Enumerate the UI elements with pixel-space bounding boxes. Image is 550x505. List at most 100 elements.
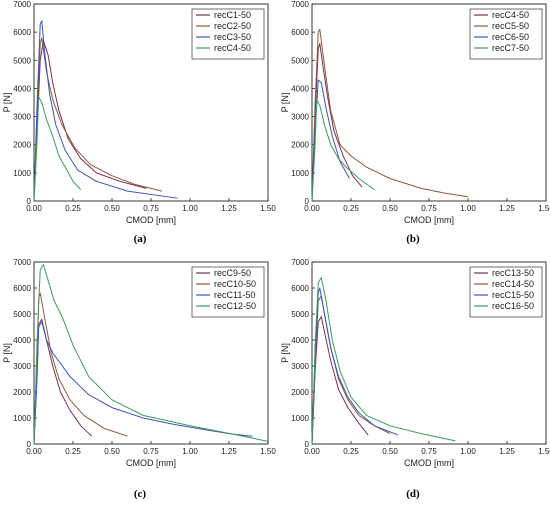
- x-tick-label: 0.50: [382, 447, 398, 456]
- y-tick-label: 3000: [291, 113, 309, 122]
- y-tick-label: 4000: [291, 84, 309, 93]
- legend-entry: recC12-50: [214, 301, 256, 311]
- y-tick-label: 1000: [13, 169, 31, 178]
- legend-entry: recC15-50: [492, 290, 534, 300]
- y-tick-label: 1000: [291, 169, 309, 178]
- x-tick-label: 0.75: [143, 447, 159, 456]
- legend-entry: recC13-50: [492, 268, 534, 278]
- x-tick-label: 0.25: [65, 204, 81, 213]
- legend-entry: recC1-50: [214, 10, 251, 20]
- series-line-recC13-50: [311, 316, 369, 445]
- chart-panel-a: 0 1000 2000 3000 4000 5000 6000 7000 0.00 0.25 0.5…: [2, 0, 276, 225]
- legend-box: [191, 8, 265, 60]
- y-tick-label: 6000: [13, 284, 31, 293]
- y-tick-label: 0: [27, 440, 32, 449]
- legend-box: [469, 8, 543, 60]
- x-tick-label: 0.00: [304, 447, 320, 456]
- series-line-recC5-50: [311, 28, 469, 202]
- y-tick-label: 5000: [291, 56, 309, 65]
- y-tick-label: 7000: [291, 0, 309, 9]
- chart-panel-d: 0 1000 2000 3000 4000 5000 6000 7000 0.00 0.25 0.5…: [280, 258, 550, 468]
- y-tick-label: 3000: [291, 362, 309, 371]
- y-tick-label: 2000: [291, 141, 309, 150]
- y-axis-label: P [N]: [2, 93, 12, 113]
- legend-entry: recC2-50: [214, 21, 251, 31]
- y-tick-label: 3000: [13, 113, 31, 122]
- series-line-recC11-50: [33, 321, 253, 445]
- legend-entry: recC14-50: [492, 279, 534, 289]
- y-tick-label: 2000: [13, 388, 31, 397]
- series-line-recC12-50: [33, 264, 269, 445]
- y-axis-label: P [N]: [280, 93, 290, 113]
- y-tick-label: 7000: [13, 0, 31, 9]
- y-tick-label: 1000: [291, 414, 309, 423]
- x-tick-label: 0.25: [65, 447, 81, 456]
- x-tick-label: 1.25: [221, 447, 237, 456]
- y-tick-label: 5000: [291, 310, 309, 319]
- x-tick-label: 0.75: [421, 447, 437, 456]
- x-tick-label: 1.25: [221, 204, 237, 213]
- x-tick-label: 0.00: [26, 204, 42, 213]
- x-tick-label: 0.50: [104, 447, 120, 456]
- x-tick-label: 1.00: [460, 447, 476, 456]
- y-tick-label: 0: [305, 440, 310, 449]
- series-line-recC3-50: [33, 20, 178, 202]
- y-tick-label: 4000: [13, 336, 31, 345]
- panel-caption: (a): [134, 233, 147, 245]
- legend-entry: recC7-50: [492, 43, 529, 53]
- x-axis-label: CMOD [mm]: [404, 458, 454, 468]
- y-tick-label: 4000: [13, 84, 31, 93]
- legend-entry: recC9-50: [214, 268, 251, 278]
- y-tick-label: 4000: [291, 336, 309, 345]
- y-tick-label: 5000: [13, 56, 31, 65]
- panel-caption: (c): [134, 488, 147, 500]
- y-tick-label: 0: [27, 197, 32, 206]
- x-tick-label: 1.50: [260, 204, 276, 213]
- x-tick-label: 1.00: [182, 204, 198, 213]
- y-tick-label: 0: [305, 197, 310, 206]
- legend-box: [191, 266, 265, 318]
- series-line-recC4-50: [33, 96, 82, 202]
- x-tick-label: 1.50: [538, 204, 550, 213]
- x-axis-label: CMOD [mm]: [404, 215, 454, 225]
- y-tick-label: 6000: [291, 284, 309, 293]
- x-tick-label: 0.25: [343, 204, 359, 213]
- x-tick-label: 1.50: [538, 447, 550, 456]
- x-tick-label: 0.25: [343, 447, 359, 456]
- x-tick-label: 0.00: [304, 204, 320, 213]
- x-tick-label: 1.50: [260, 447, 276, 456]
- series-line-recC15-50: [311, 287, 398, 445]
- chart-panel-b: 0 1000 2000 3000 4000 5000 6000 7000 0.00 0.25 0.5…: [280, 0, 550, 225]
- legend-entry: recC3-50: [214, 32, 251, 42]
- y-tick-label: 3000: [13, 362, 31, 371]
- series-line-recC7-50: [311, 99, 375, 202]
- x-tick-label: 1.00: [460, 204, 476, 213]
- legend-entry: recC4-50: [214, 43, 251, 53]
- legend-entry: recC16-50: [492, 301, 534, 311]
- legend-entry: recC5-50: [492, 21, 529, 31]
- x-tick-label: 0.50: [382, 204, 398, 213]
- series-line-recC16-50: [311, 277, 456, 445]
- y-axis-label: P [N]: [2, 343, 12, 363]
- panel-caption: (b): [406, 233, 420, 245]
- legend-entry: recC10-50: [214, 279, 256, 289]
- legend-box: [469, 266, 543, 318]
- y-tick-label: 2000: [13, 141, 31, 150]
- series-line-recC4-50: [311, 42, 363, 202]
- y-tick-label: 2000: [291, 388, 309, 397]
- x-axis-label: CMOD [mm]: [126, 215, 176, 225]
- panel-caption: (d): [406, 488, 420, 500]
- chart-panel-c: 0 1000 2000 3000 4000 5000 6000 7000 0.00 0.25 0.5…: [2, 258, 276, 468]
- y-tick-label: 1000: [13, 414, 31, 423]
- legend-entry: recC6-50: [492, 32, 529, 42]
- x-tick-label: 0.50: [104, 204, 120, 213]
- y-tick-label: 6000: [13, 28, 31, 37]
- x-axis-label: CMOD [mm]: [126, 458, 176, 468]
- x-tick-label: 0.75: [143, 204, 159, 213]
- x-tick-label: 0.75: [421, 204, 437, 213]
- y-tick-label: 7000: [13, 258, 31, 267]
- series-line-recC1-50: [33, 40, 147, 202]
- y-tick-label: 7000: [291, 258, 309, 267]
- legend-entry: recC11-50: [214, 290, 255, 300]
